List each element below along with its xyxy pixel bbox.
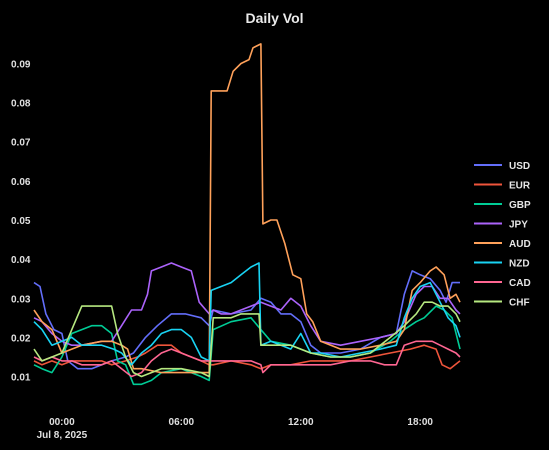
legend-label: GBP — [509, 200, 531, 211]
legend-label: AUD — [509, 239, 531, 250]
y-tick-label: 0.03 — [11, 294, 31, 305]
y-tick-label: 0.04 — [11, 255, 31, 266]
legend[interactable]: USD EUR GBP JPY AUD NZD CAD CHF — [474, 161, 531, 309]
y-tick-label: 0.01 — [11, 373, 31, 384]
x-axis: 00:00 Jul 8, 2025 06:00 12:00 18:00 — [37, 417, 434, 441]
legend-label: NZD — [509, 259, 530, 270]
legend-item-chf[interactable]: CHF — [474, 298, 530, 309]
x-tick-label: 06:00 — [169, 417, 195, 428]
series-line-usd[interactable] — [33, 270, 460, 370]
legend-item-aud[interactable]: AUD — [474, 239, 531, 250]
plot-area — [33, 43, 461, 386]
legend-item-nzd[interactable]: NZD — [474, 259, 530, 270]
legend-item-eur[interactable]: EUR — [474, 181, 531, 192]
y-tick-label: 0.09 — [11, 59, 31, 70]
y-tick-label: 0.05 — [11, 216, 31, 227]
y-tick-label: 0.07 — [11, 138, 31, 149]
series-line-chf[interactable] — [33, 301, 461, 378]
series-line-aud[interactable] — [33, 43, 461, 374]
legend-item-jpy[interactable]: JPY — [474, 220, 528, 231]
legend-label: EUR — [509, 181, 531, 192]
legend-label: CAD — [509, 278, 531, 289]
y-axis: 0.01 0.02 0.03 0.04 0.05 0.06 0.07 0.08 0.09 — [11, 59, 31, 383]
chart-title: Daily Vol — [245, 10, 304, 26]
series-line-nzd[interactable] — [33, 262, 461, 366]
x-tick-label: 12:00 — [288, 417, 314, 428]
y-tick-label: 0.06 — [11, 177, 31, 188]
x-tick-sublabel: Jul 8, 2025 — [37, 430, 88, 441]
legend-item-cad[interactable]: CAD — [474, 278, 531, 289]
legend-label: USD — [509, 161, 530, 172]
x-tick-label: 00:00 — [49, 417, 75, 428]
legend-item-gbp[interactable]: GBP — [474, 200, 531, 211]
series-line-cad[interactable] — [33, 340, 461, 378]
x-tick-label: 18:00 — [407, 417, 433, 428]
legend-item-usd[interactable]: USD — [474, 161, 530, 172]
legend-label: JPY — [509, 220, 528, 231]
y-tick-label: 0.02 — [11, 333, 31, 344]
legend-label: CHF — [509, 298, 530, 309]
y-tick-label: 0.08 — [11, 99, 31, 110]
